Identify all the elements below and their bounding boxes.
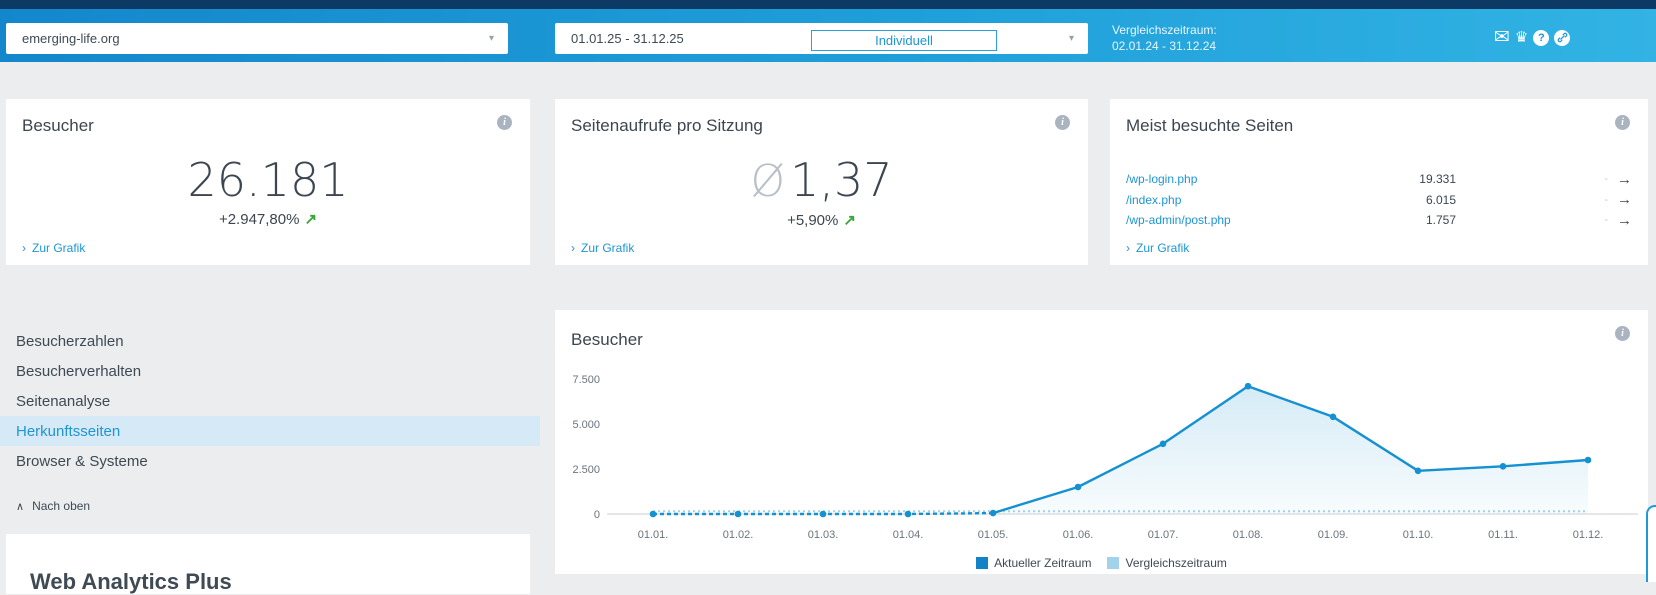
top-pages-card: Meist besuchte Seiten i /wp-login.php 19… — [1110, 99, 1648, 265]
svg-text:0: 0 — [594, 509, 600, 521]
comparison-period-label: Vergleichszeitraum: — [1112, 23, 1217, 37]
link-icon-glyph — [1557, 32, 1568, 43]
table-row: /index.php 6.015 - → — [1126, 190, 1632, 211]
svg-text:01.11.: 01.11. — [1488, 529, 1518, 541]
svg-text:01.07.: 01.07. — [1148, 529, 1179, 541]
date-range-value: 01.01.25 - 31.12.25 — [571, 31, 684, 46]
arrow-right-icon: → — [1617, 191, 1632, 209]
sidebar-nav: Besucherzahlen Besucherverhalten Seitena… — [0, 326, 540, 476]
legend-swatch — [1107, 557, 1120, 569]
dash-icon: - — [1604, 193, 1608, 206]
comparison-period-value: 02.01.24 - 31.12.24 — [1112, 39, 1217, 53]
table-row: /wp-admin/post.php 1.757 - → — [1126, 210, 1632, 231]
page-value: 19.331 — [1419, 172, 1456, 187]
svg-text:01.05.: 01.05. — [978, 529, 1009, 541]
domain-select-value: emerging-life.org — [22, 31, 120, 46]
mail-icon[interactable]: ✉ — [1494, 26, 1510, 48]
svg-text:01.03.: 01.03. — [808, 529, 839, 541]
zur-grafik-link[interactable]: › Zur Grafik — [571, 241, 635, 255]
svg-text:01.12.: 01.12. — [1573, 529, 1604, 541]
svg-text:01.10.: 01.10. — [1403, 529, 1434, 541]
svg-text:01.01.: 01.01. — [638, 529, 669, 541]
visitors-kpi: 26.181 +2.947,80% ↗ — [6, 157, 530, 227]
page-link[interactable]: /index.php — [1126, 192, 1182, 207]
card-title: Besucher — [22, 116, 94, 135]
chevron-up-icon: ∧ — [16, 500, 25, 513]
visitors-value: 26.181 — [187, 153, 349, 207]
zur-grafik-link[interactable]: › Zur Grafik — [1126, 241, 1190, 255]
crown-icon[interactable]: ♛ — [1514, 28, 1529, 46]
trend-up-icon: ↗ — [843, 212, 856, 229]
svg-text:7.500: 7.500 — [572, 374, 600, 386]
arrow-right-icon: → — [1617, 211, 1632, 229]
svg-text:01.06.: 01.06. — [1063, 529, 1094, 541]
chevron-right-icon: › — [1126, 241, 1130, 255]
page-link[interactable]: /wp-admin/post.php — [1126, 213, 1231, 228]
info-icon[interactable]: i — [1055, 115, 1070, 130]
legend-item-comparison[interactable]: Vergleichszeitraum — [1107, 556, 1227, 570]
dash-icon: - — [1604, 173, 1608, 186]
legend-item-current[interactable]: Aktueller Zeitraum — [976, 556, 1091, 570]
bottom-heading: Web Analytics Plus — [30, 569, 232, 594]
sidebar-item-herkunftsseiten[interactable]: Herkunftsseiten — [0, 416, 540, 446]
domain-select[interactable]: emerging-life.org ▾ — [6, 23, 508, 54]
svg-text:2.500: 2.500 — [572, 464, 600, 476]
top-bar: emerging-life.org ▾ 01.01.25 - 31.12.25 … — [0, 9, 1656, 62]
back-to-top-link[interactable]: ∧ Nach oben — [16, 499, 91, 513]
page-value: 6.015 — [1425, 192, 1456, 207]
arrow-right-icon: → — [1617, 170, 1632, 188]
top-pages-rows: /wp-login.php 19.331 - → /index.php 6.015… — [1126, 169, 1632, 231]
open-page-button[interactable]: - → — [1604, 191, 1632, 208]
zur-grafik-link[interactable]: › Zur Grafik — [22, 241, 86, 255]
sidebar-item-seitenanalyse[interactable]: Seitenanalyse — [16, 392, 111, 410]
chevron-down-icon: ▾ — [488, 32, 494, 44]
comparison-period: Vergleichszeitraum: 02.01.24 - 31.12.24 — [1112, 22, 1217, 54]
help-icon[interactable]: ? — [1533, 29, 1550, 46]
pages-per-session-delta: +5,90% ↗ — [787, 212, 856, 229]
date-range-select[interactable]: 01.01.25 - 31.12.25 Individuell ▾ — [555, 23, 1088, 54]
chart-legend: Aktueller Zeitraum Vergleichszeitraum — [555, 556, 1648, 570]
trend-up-icon: ↗ — [304, 211, 318, 228]
card-title: Meist besuchte Seiten — [1126, 116, 1294, 135]
svg-text:01.02.: 01.02. — [723, 529, 754, 541]
svg-text:01.08.: 01.08. — [1233, 529, 1264, 541]
pages-per-session-card: Seitenaufrufe pro Sitzung i Ø 1,37 +5,90%… — [555, 99, 1088, 265]
feedback-tab[interactable] — [1646, 505, 1656, 582]
svg-text:5.000: 5.000 — [572, 419, 600, 431]
table-row: /wp-login.php 19.331 - → — [1126, 169, 1632, 190]
topbar-icons: ✉ ♛ ? — [1494, 26, 1571, 48]
date-mode-badge[interactable]: Individuell — [811, 30, 997, 51]
chart-canvas[interactable]: 7.500 5.000 2.500 0 01.01. 01.02. 01.03. 01.04.… — [555, 310, 1648, 574]
svg-text:01.04.: 01.04. — [893, 529, 924, 541]
chart-title: Besucher — [571, 330, 643, 349]
card-title: Seitenaufrufe pro Sitzung — [571, 116, 763, 135]
sidebar-item-besucherzahlen[interactable]: Besucherzahlen — [16, 332, 124, 350]
sidebar-item-besucherverhalten[interactable]: Besucherverhalten — [16, 362, 142, 380]
chevron-down-icon: ▾ — [1068, 32, 1074, 44]
page-value: 1.757 — [1425, 213, 1456, 228]
info-icon[interactable]: i — [497, 115, 512, 130]
pages-per-session-value: 1,37 — [790, 153, 893, 207]
legend-swatch — [976, 557, 989, 569]
info-icon[interactable]: i — [1615, 115, 1630, 130]
chevron-right-icon: › — [571, 241, 575, 255]
chevron-right-icon: › — [22, 241, 26, 255]
open-page-button[interactable]: - → — [1604, 212, 1632, 229]
page-link[interactable]: /wp-login.php — [1126, 172, 1198, 187]
svg-text:01.09.: 01.09. — [1318, 529, 1349, 541]
pages-per-session-kpi: Ø 1,37 +5,90% ↗ — [555, 157, 1088, 228]
average-symbol: Ø — [750, 156, 786, 207]
dash-icon: - — [1604, 214, 1608, 227]
info-icon[interactable]: i — [1615, 326, 1630, 341]
open-page-button[interactable]: - → — [1604, 171, 1632, 188]
top-dark-strip — [0, 0, 1656, 9]
visitors-card: Besucher i 26.181 +2.947,80% ↗ › Zur Grafi… — [6, 99, 530, 265]
sidebar-item-browser-systeme[interactable]: Browser & Systeme — [16, 452, 148, 470]
visitors-delta: +2.947,80% ↗ — [218, 211, 318, 228]
chart-card: Besucher i 7.500 5.000 2.500 0 01.01. 01.02. 0… — [555, 310, 1648, 574]
link-icon[interactable] — [1554, 29, 1571, 46]
web-analytics-plus-card: Web Analytics Plus — [6, 534, 530, 594]
